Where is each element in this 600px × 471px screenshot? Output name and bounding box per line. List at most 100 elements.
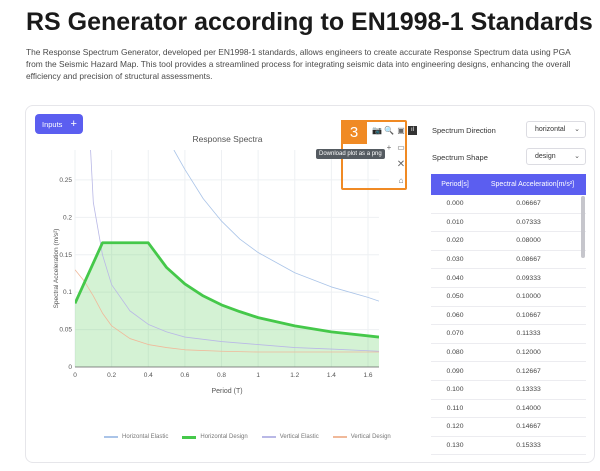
legend-label: Horizontal Elastic — [122, 434, 169, 440]
horizontal-design-line — [75, 241, 379, 339]
y-tick-label: 0.15 — [59, 252, 72, 259]
acceleration-cell: 0.08667 — [516, 256, 541, 264]
chart-legend: Horizontal Elastic Horizontal Design Verti… — [104, 434, 391, 440]
page-description: The Response Spectrum Generator, develop… — [26, 47, 571, 81]
table-row: 0.020 0.08000 — [431, 232, 586, 251]
vertical-elastic-line — [90, 150, 379, 352]
x-axis-title: Period (T) — [211, 388, 242, 395]
y-tick-label: 0.25 — [59, 177, 72, 184]
reset-icon[interactable]: ▭ — [397, 143, 405, 152]
page-title: RS Generator according to EN1998-1 Stand… — [26, 8, 593, 36]
table-row: 0.050 0.10000 — [431, 288, 586, 307]
chart-title: Response Spectra — [192, 134, 263, 144]
plus-icon: + — [70, 117, 77, 130]
zoom-icon[interactable]: 🔍 — [384, 126, 394, 135]
table-scrollbar[interactable] — [581, 196, 585, 258]
generator-card — [25, 105, 595, 463]
x-tick-label: 1 — [256, 372, 260, 379]
horizontal-design-area — [75, 242, 379, 367]
y-axis-title: Spectral Acceleration (m/s²) — [53, 229, 60, 309]
table-row: 0.070 0.11333 — [431, 325, 586, 344]
period-cell: 0.110 — [446, 404, 464, 412]
y-tick-label: 0 — [68, 364, 72, 371]
spectrum-shape-select[interactable]: design ⌄ — [526, 148, 586, 165]
camera-icon[interactable]: 📷 — [372, 126, 382, 135]
x-tick-label: 1.2 — [290, 372, 299, 379]
x-tick-label: 1.6 — [363, 372, 372, 379]
autoscale-icon[interactable]: + — [386, 143, 392, 152]
period-cell: 0.030 — [446, 256, 464, 264]
vertical-design-line — [75, 269, 379, 353]
table-row: 0.120 0.14667 — [431, 418, 586, 437]
acceleration-cell: 0.14667 — [516, 423, 541, 431]
period-cell: 0.060 — [446, 311, 464, 319]
legend-swatch — [332, 436, 347, 438]
acceleration-column-header: Spectral Acceleration[m/s²] — [490, 181, 575, 188]
table-row: 0.130 0.15333 — [431, 437, 586, 456]
spectrum-table[interactable]: 0.000 0.06667 0.010 0.07333 0.020 0.08000 0.03… — [431, 195, 586, 461]
legend-item[interactable]: Vertical Design — [332, 434, 391, 440]
x-tick-label: 1.4 — [327, 372, 336, 379]
table-row: 0.040 0.09333 — [431, 269, 586, 288]
legend-item[interactable]: Horizontal Elastic — [104, 434, 168, 440]
acceleration-cell: 0.09333 — [516, 274, 541, 282]
table-row: 0.090 0.12667 — [431, 362, 586, 381]
period-cell: 0.100 — [446, 386, 464, 394]
inputs-button[interactable]: Inputs + — [35, 114, 83, 134]
acceleration-cell: 0.14000 — [516, 404, 541, 412]
legend-swatch — [104, 436, 118, 438]
legend-item[interactable]: Horizontal Design — [182, 434, 248, 440]
legend-swatch — [261, 436, 276, 438]
acceleration-cell: 0.13333 — [516, 386, 541, 394]
acceleration-cell: 0.06667 — [516, 200, 541, 208]
x-tick-label: 0.8 — [217, 372, 226, 379]
legend-label: Vertical Design — [350, 434, 391, 440]
download-tooltip: Download plot as a png — [316, 149, 385, 159]
table-row: 0.080 0.12000 — [431, 344, 586, 363]
period-cell: 0.000 — [446, 200, 464, 208]
acceleration-cell: 0.08000 — [516, 237, 541, 245]
period-cell: 0.120 — [446, 423, 464, 431]
period-cell: 0.130 — [446, 442, 464, 450]
chevron-down-icon: ⌄ — [574, 153, 580, 160]
spectrum-direction-value: horizontal — [535, 126, 566, 133]
table-row: 0.000 0.06667 — [431, 195, 586, 214]
acceleration-cell: 0.15333 — [516, 442, 541, 450]
table-row: 0.060 0.10667 — [431, 307, 586, 326]
spectrum-direction-select[interactable]: horizontal ⌄ — [526, 121, 586, 138]
acceleration-cell: 0.11333 — [516, 330, 541, 338]
table-row: 0.010 0.07333 — [431, 214, 586, 233]
step-badge: 3 — [341, 120, 367, 144]
table-header: Period[s] Spectral Acceleration[m/s²] — [431, 174, 586, 195]
period-cell: 0.050 — [446, 293, 464, 301]
inputs-button-label: Inputs — [42, 119, 63, 129]
spectrum-shape-value: design — [535, 153, 556, 160]
acceleration-cell: 0.10000 — [516, 293, 541, 301]
box-select-icon[interactable]: ✕ — [396, 159, 406, 170]
pan-icon[interactable]: ▣ — [397, 126, 405, 135]
acceleration-cell: 0.12667 — [516, 367, 541, 375]
x-tick-label: 0.4 — [144, 372, 153, 379]
acceleration-cell: 0.07333 — [516, 218, 541, 226]
period-cell: 0.090 — [446, 367, 464, 375]
period-cell: 0.010 — [446, 218, 464, 226]
period-cell: 0.020 — [446, 237, 464, 245]
plotly-logo-icon[interactable]: ıl — [408, 126, 417, 135]
acceleration-cell: 0.12000 — [516, 349, 541, 357]
table-row: 0.030 0.08667 — [431, 251, 586, 270]
x-tick-label: 0.6 — [180, 372, 189, 379]
table-row: 0.100 0.13333 — [431, 381, 586, 400]
spectrum-direction-label: Spectrum Direction — [432, 126, 496, 135]
table-row: 0.110 0.14000 — [431, 400, 586, 419]
acceleration-cell: 0.10667 — [516, 311, 541, 319]
legend-item[interactable]: Vertical Elastic — [261, 434, 319, 440]
y-tick-label: 0.05 — [59, 327, 72, 334]
home-icon[interactable]: ⌂ — [398, 176, 404, 185]
y-tick-label: 0.1 — [63, 289, 72, 296]
legend-label: Horizontal Design — [200, 434, 248, 440]
period-cell: 0.040 — [446, 274, 464, 282]
period-cell: 0.070 — [446, 330, 464, 338]
legend-swatch — [182, 435, 197, 439]
horizontal-elastic-line — [173, 150, 379, 302]
